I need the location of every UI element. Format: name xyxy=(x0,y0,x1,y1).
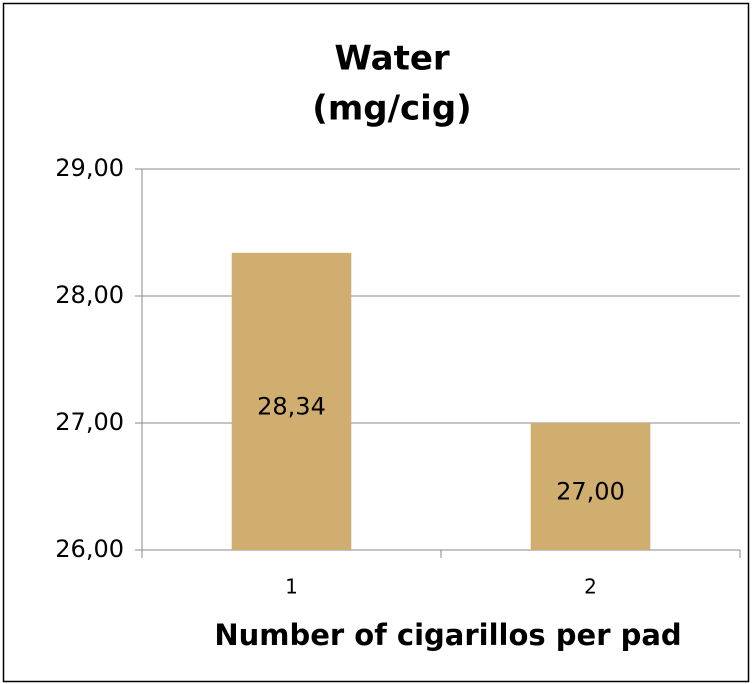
y-tick-label: 28,00 xyxy=(55,281,124,309)
chart-title: Water xyxy=(334,39,450,79)
y-tick-label: 29,00 xyxy=(55,154,124,182)
x-tick-label: 1 xyxy=(285,575,298,599)
bar xyxy=(231,252,352,550)
data-label: 28,34 xyxy=(257,392,326,420)
x-axis-label: Number of cigarillos per pad xyxy=(214,618,681,652)
data-label: 27,00 xyxy=(556,478,625,506)
chart-title: (mg/cig) xyxy=(312,89,471,129)
y-tick-label: 27,00 xyxy=(55,408,124,436)
x-tick-label: 2 xyxy=(584,575,597,599)
bar xyxy=(530,423,651,550)
y-tick-label: 26,00 xyxy=(55,535,124,563)
